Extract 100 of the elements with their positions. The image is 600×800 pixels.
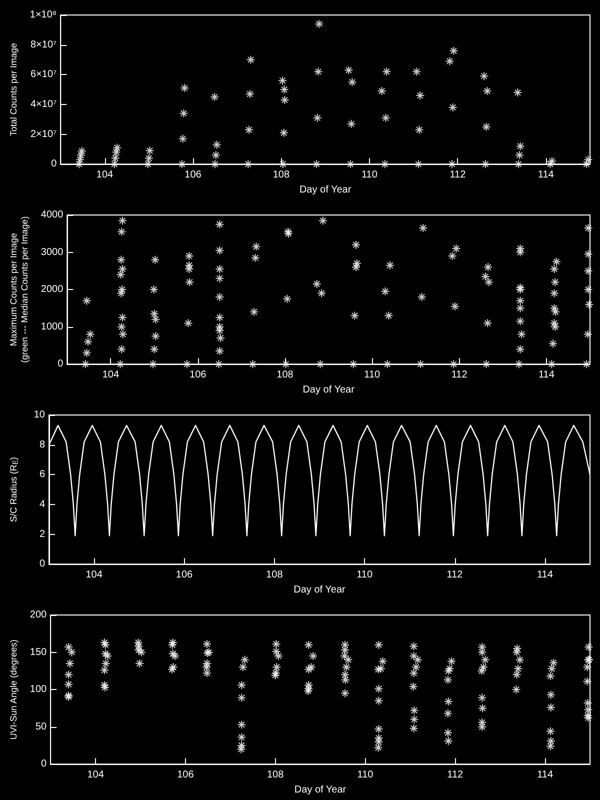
point xyxy=(416,91,425,100)
point xyxy=(314,19,324,28)
y-tick-label: 3000 xyxy=(40,246,64,258)
y-tick-label: 6 xyxy=(39,469,46,480)
y-axis-title: UVI-Sun Angle (degrees) xyxy=(8,640,18,740)
x-tick-label: 106 xyxy=(176,570,194,581)
y-tick-label: 100 xyxy=(30,684,48,696)
x-tick-label: 106 xyxy=(177,770,194,781)
point xyxy=(244,125,254,134)
x-tick-label: 110 xyxy=(357,770,374,781)
x-tick-label: 104 xyxy=(86,570,103,581)
x-tick-label: 114 xyxy=(538,170,554,181)
x-tick-label: 110 xyxy=(361,170,378,181)
point xyxy=(244,160,253,169)
x-tick-label: 114 xyxy=(536,570,554,581)
point xyxy=(513,88,522,98)
y-tick-label: 0 xyxy=(51,158,58,170)
point xyxy=(482,86,492,96)
point xyxy=(211,150,220,160)
x-tick-label: 104 xyxy=(87,770,104,781)
point xyxy=(212,140,222,150)
x-axis-title: Day of Year xyxy=(302,384,356,396)
point xyxy=(445,56,454,66)
point xyxy=(76,150,86,160)
x-tick-label: 108 xyxy=(272,170,290,181)
point xyxy=(246,55,256,64)
x-tick-label: 110 xyxy=(356,570,373,581)
x-tick-label: 112 xyxy=(451,370,468,381)
point xyxy=(548,156,557,166)
point xyxy=(145,146,154,156)
point xyxy=(179,108,188,118)
point xyxy=(480,160,490,169)
point xyxy=(77,146,86,156)
point xyxy=(279,128,288,138)
point xyxy=(280,95,290,104)
point xyxy=(348,78,357,87)
point xyxy=(380,160,390,169)
x-tick-label: 104 xyxy=(96,170,114,181)
point xyxy=(74,160,84,169)
point xyxy=(110,154,120,163)
point xyxy=(414,125,424,134)
point xyxy=(480,72,489,81)
y-tick-label: 10 xyxy=(34,410,46,420)
point xyxy=(346,160,355,169)
x-tick-label: 114 xyxy=(537,770,554,781)
point xyxy=(112,148,121,157)
x-tick-label: 104 xyxy=(102,370,120,381)
y-tick-label: 0 xyxy=(41,758,48,770)
x-tick-label: 114 xyxy=(538,370,555,381)
y-tick-label: 4 xyxy=(39,498,46,510)
y-tick-label: 1000 xyxy=(40,321,64,332)
y-tick-label: 1×10⁸ xyxy=(30,10,57,20)
point xyxy=(584,155,593,164)
y-axis-title: Maximum Counts per Image (green --- Median Counts per Image) xyxy=(8,216,30,363)
point xyxy=(448,102,458,112)
point xyxy=(178,134,188,144)
point xyxy=(112,143,122,152)
point xyxy=(381,113,390,122)
point xyxy=(314,67,323,76)
x-axis-title: Day of Year xyxy=(294,784,347,796)
point xyxy=(482,122,491,132)
point xyxy=(177,160,186,169)
point xyxy=(449,46,458,56)
x-axis-title: Day of Year xyxy=(299,184,352,196)
x-tick-label: 108 xyxy=(266,770,284,781)
y-tick-label: 2000 xyxy=(40,284,64,296)
point xyxy=(346,119,356,128)
point xyxy=(143,160,152,169)
y-tick-label: 4×10⁷ xyxy=(30,98,58,110)
y-tick-label: 2 xyxy=(39,528,46,540)
y-tick-label: 0 xyxy=(39,558,46,570)
y-tick-label: 6×10⁷ xyxy=(30,69,58,80)
y-tick-label: 150 xyxy=(30,646,48,658)
point xyxy=(312,160,321,169)
point xyxy=(278,76,288,86)
y-tick-label: 8 xyxy=(39,439,46,450)
point xyxy=(414,160,423,169)
x-tick-label: 108 xyxy=(266,570,284,581)
point xyxy=(412,67,422,76)
x-tick-label: 108 xyxy=(276,370,294,381)
point xyxy=(377,86,386,96)
point xyxy=(582,160,591,169)
y-tick-label: 2×10⁷ xyxy=(30,128,58,140)
point xyxy=(210,160,220,169)
point xyxy=(382,67,392,76)
x-tick-label: 112 xyxy=(447,770,464,781)
y-tick-label: 4000 xyxy=(40,210,64,220)
y-tick-label: 50 xyxy=(35,721,48,732)
point xyxy=(110,160,119,169)
point xyxy=(312,113,322,122)
x-axis-title: Day of Year xyxy=(294,584,346,596)
point xyxy=(280,85,289,94)
point xyxy=(180,84,190,93)
x-tick-label: 106 xyxy=(190,370,207,381)
point xyxy=(447,160,456,169)
point xyxy=(514,150,524,160)
y-tick-label: 200 xyxy=(30,610,48,620)
x-tick-label: 112 xyxy=(450,170,466,181)
point xyxy=(210,92,220,102)
x-tick-label: 112 xyxy=(446,570,464,581)
